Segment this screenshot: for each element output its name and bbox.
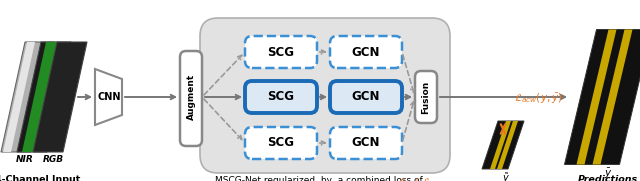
Polygon shape xyxy=(564,30,640,165)
FancyBboxPatch shape xyxy=(180,51,202,146)
FancyBboxPatch shape xyxy=(245,127,317,159)
Polygon shape xyxy=(33,42,87,152)
Polygon shape xyxy=(490,121,511,169)
FancyBboxPatch shape xyxy=(200,18,450,173)
Text: GCN: GCN xyxy=(352,90,380,104)
Polygon shape xyxy=(3,42,35,152)
Text: Augment: Augment xyxy=(186,74,195,120)
FancyBboxPatch shape xyxy=(330,127,402,159)
FancyBboxPatch shape xyxy=(415,71,437,123)
FancyBboxPatch shape xyxy=(330,81,402,113)
Polygon shape xyxy=(497,121,518,169)
Text: Predictions: Predictions xyxy=(578,175,638,181)
Text: 4-Channel Input: 4-Channel Input xyxy=(0,175,81,181)
Polygon shape xyxy=(577,30,616,165)
Text: $\mathcal{L}_{acw}(y, \bar{y})$: $\mathcal{L}_{acw}(y, \bar{y})$ xyxy=(514,92,563,106)
Text: $\bar{y}$: $\bar{y}$ xyxy=(604,167,612,181)
Polygon shape xyxy=(95,69,122,125)
Polygon shape xyxy=(482,121,524,169)
Text: GCN: GCN xyxy=(352,45,380,58)
Text: RGB: RGB xyxy=(42,155,63,164)
Text: SCG: SCG xyxy=(268,136,294,150)
FancyBboxPatch shape xyxy=(245,36,317,68)
Text: NIR: NIR xyxy=(16,155,34,164)
Polygon shape xyxy=(593,30,632,165)
Polygon shape xyxy=(1,42,55,152)
FancyBboxPatch shape xyxy=(330,36,402,68)
Text: SCG: SCG xyxy=(268,90,294,104)
Text: CNN: CNN xyxy=(97,92,121,102)
Polygon shape xyxy=(22,42,63,152)
Text: SCG: SCG xyxy=(268,45,294,58)
FancyBboxPatch shape xyxy=(245,81,317,113)
Polygon shape xyxy=(17,42,71,152)
Text: Fusion: Fusion xyxy=(422,80,431,114)
Text: $\mathcal{L}_{kl} + \mathcal{L}_{dl}$: $\mathcal{L}_{kl} + \mathcal{L}_{dl}$ xyxy=(398,176,438,181)
Text: GCN: GCN xyxy=(352,136,380,150)
Text: MSCG-Net regularized  by  a combined loss of: MSCG-Net regularized by a combined loss … xyxy=(215,176,426,181)
Text: $\tilde{y}$: $\tilde{y}$ xyxy=(502,171,510,181)
